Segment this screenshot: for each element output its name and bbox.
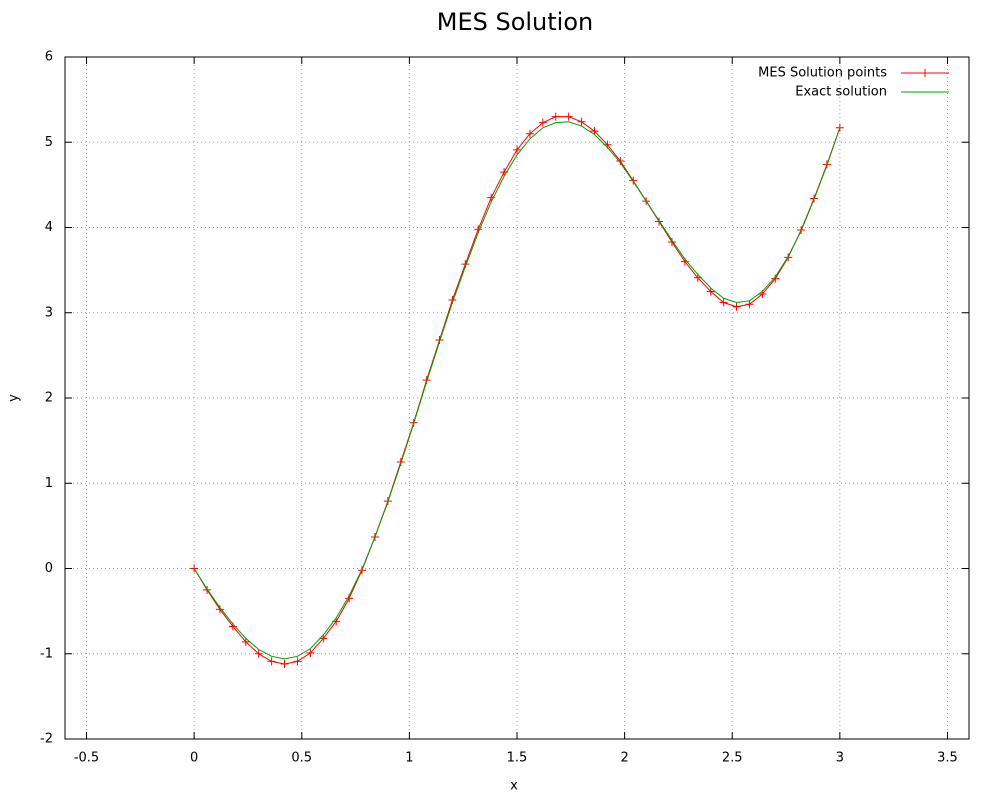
y-tick-label: 1: [45, 476, 53, 491]
legend-label: Exact solution: [795, 85, 887, 100]
y-tick-label: 4: [45, 220, 53, 235]
x-tick-label: 0.5: [291, 751, 312, 766]
y-tick-label: -2: [40, 732, 53, 747]
data-point: [745, 300, 754, 309]
y-tick-label: 5: [45, 135, 53, 150]
series-line: [193, 121, 841, 660]
data-point: [280, 659, 289, 668]
data-point: [215, 605, 224, 614]
x-tick-label: 3: [836, 751, 844, 766]
data-point: [551, 112, 560, 121]
x-tick-label: -0.5: [74, 751, 99, 766]
data-point: [732, 302, 741, 311]
data-point: [293, 657, 302, 666]
data-point: [667, 237, 676, 246]
data-point: [254, 649, 263, 658]
data-point: [590, 127, 599, 136]
y-tick-label: 0: [45, 561, 53, 576]
data-point: [241, 637, 250, 646]
data-point: [487, 193, 496, 202]
data-point: [616, 157, 625, 166]
data-point: [525, 129, 534, 138]
data-point: [513, 145, 521, 154]
legend-marker: [921, 69, 929, 77]
plot-border: [64, 56, 970, 740]
data-point: [267, 657, 276, 666]
data-point: [577, 117, 586, 126]
data-point: [706, 287, 715, 296]
y-tick-label: 3: [45, 305, 53, 320]
y-tick-label: -1: [40, 646, 53, 661]
x-tick-label: 1: [405, 751, 413, 766]
x-tick-label: 1.5: [507, 751, 528, 766]
x-axis-label: x: [510, 779, 518, 794]
data-point: [538, 118, 547, 127]
x-tick-label: 0: [190, 751, 198, 766]
data-point: [719, 298, 728, 307]
y-tick-label: 2: [45, 391, 53, 406]
x-tick-label: 2.5: [722, 751, 743, 766]
data-point: [306, 648, 315, 657]
x-tick-label: 3.5: [937, 751, 958, 766]
y-axis-label: y: [7, 394, 22, 402]
data-point: [564, 112, 573, 121]
x-tick-label: 2: [620, 751, 628, 766]
data-point: [771, 274, 780, 283]
chart-title: MES Solution: [437, 8, 594, 36]
y-tick-label: 6: [45, 50, 53, 65]
legend-label: MES Solution points: [758, 66, 887, 81]
